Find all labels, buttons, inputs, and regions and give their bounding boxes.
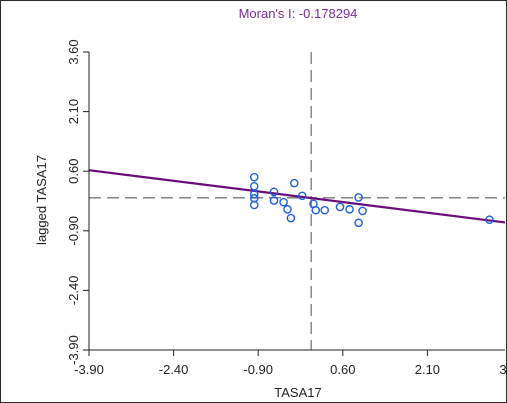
x-axis-label: TASA17 [274,385,321,400]
x-tick-label-5: 3.60 [499,362,507,377]
data-point-15 [335,202,345,212]
x-tick-label-4: 2.10 [415,362,440,377]
y-tick-label-2: -0.90 [66,216,81,246]
data-point-19 [354,218,363,228]
data-point-10 [289,178,299,188]
y-tick-label-0: -3.90 [66,335,81,365]
data-point-1 [249,181,259,191]
y-tick-label-4: 2.10 [66,99,81,124]
data-point-9 [286,213,296,223]
chart-title: Moran's I: -0.178294 [239,6,358,21]
data-point-8 [283,205,292,214]
y-tick-label-3: 0.60 [66,159,81,184]
x-tick-label-3: 0.60 [330,362,355,377]
data-point-18 [358,206,367,216]
x-tick-label-2: -0.90 [243,362,273,377]
data-point-16 [345,205,354,214]
data-point-14 [320,205,330,215]
data-point-17 [354,193,363,202]
data-point-11 [297,191,307,201]
data-point-2 [249,189,259,199]
data-point-7 [279,197,288,207]
regression-line [88,169,506,224]
data-point-4 [249,200,259,210]
data-point-6 [269,196,279,205]
data-point-0 [249,172,259,182]
data-point-5 [269,187,279,197]
y-axis-label: lagged TASA17 [34,155,49,245]
x-tick-label-1: -2.40 [159,362,189,377]
x-tick-label-0: -3.90 [74,362,104,377]
data-point-20 [485,215,494,224]
y-tick-label-5: 3.60 [66,39,81,64]
y-tick-label-1: -2.40 [66,276,81,306]
data-point-13 [311,205,321,215]
